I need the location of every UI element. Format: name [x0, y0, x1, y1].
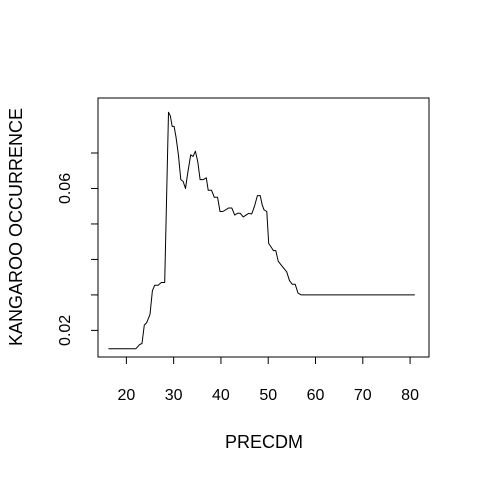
x-tick-label: 50 — [259, 387, 277, 404]
x-axis: 20 30 40 50 60 70 80 — [117, 356, 419, 404]
series-layer — [108, 111, 415, 350]
y-tick-label: 0.06 — [57, 173, 74, 204]
x-tick-label: 20 — [117, 387, 135, 404]
x-tick-label: 70 — [354, 387, 372, 404]
x-tick-label: 80 — [401, 387, 419, 404]
y-axis: 0.02 0.06 — [57, 152, 99, 346]
x-tick-label: 60 — [307, 387, 325, 404]
x-tick-label: 30 — [165, 387, 183, 404]
series-line — [108, 111, 415, 350]
y-axis-title: KANGAROO OCCURRENCE — [6, 108, 26, 346]
plot-frame — [97, 97, 430, 358]
x-axis-title: PRECDM — [225, 432, 303, 452]
y-tick-label: 0.02 — [57, 315, 74, 346]
x-tick-label: 40 — [212, 387, 230, 404]
